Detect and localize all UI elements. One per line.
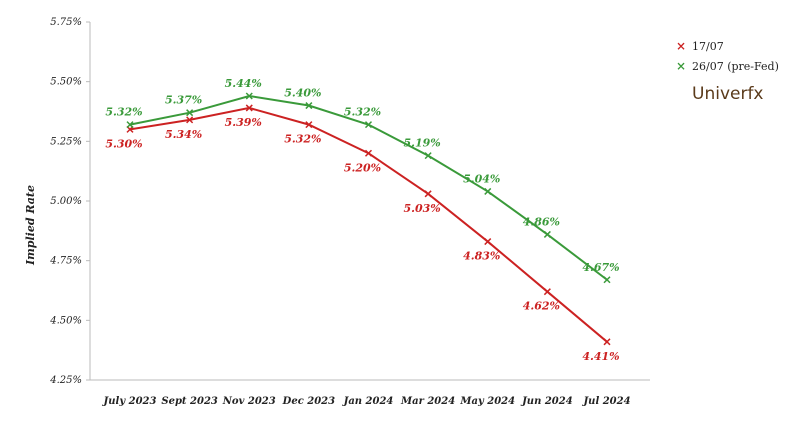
y-tick-label: 5.00% (50, 196, 82, 207)
legend-item-26-07: × 26/07 (pre-Fed) (676, 56, 779, 76)
data-point-marker (603, 338, 611, 346)
data-label: 5.20% (344, 161, 381, 174)
data-label: 5.04% (463, 172, 500, 185)
data-point-marker (186, 109, 194, 117)
data-point-marker (424, 190, 432, 198)
x-tick-label: Jan 2024 (342, 396, 394, 407)
x-tick-label: Jul 2024 (581, 396, 630, 407)
marker-stroke (186, 109, 194, 117)
marker-stroke (424, 152, 432, 160)
data-label: 5.32% (105, 106, 142, 119)
data-label: 5.30% (105, 137, 142, 150)
data-label: 4.41% (582, 350, 619, 363)
data-point-marker (245, 92, 253, 100)
data-point-marker (543, 230, 551, 238)
data-label: 5.32% (344, 106, 381, 119)
data-point-marker (364, 149, 373, 157)
data-label: 5.39% (225, 116, 262, 129)
y-tick-label: 4.25% (49, 375, 82, 386)
legend-marker: × (676, 39, 687, 53)
data-point-marker (424, 152, 432, 160)
data-label: 5.32% (284, 133, 321, 146)
marker-stroke (484, 187, 492, 195)
marker-stroke (305, 121, 313, 129)
data-point-marker (484, 187, 492, 195)
legend-label: 26/07 (pre-Fed) (692, 59, 779, 73)
marker-stroke (126, 121, 134, 129)
data-label: 5.40% (284, 87, 321, 100)
data-point-marker (186, 116, 194, 124)
x-tick-label: Dec 2023 (282, 396, 335, 407)
marker-stroke (603, 276, 611, 284)
data-label: 5.19% (404, 137, 441, 150)
marker-stroke (424, 190, 432, 198)
x-tick-label: Mar 2024 (400, 396, 455, 407)
legend-marker: × (676, 59, 687, 73)
data-point-marker (245, 104, 253, 112)
data-label: 5.34% (165, 128, 202, 141)
data-label: 5.03% (404, 202, 441, 215)
data-label: 5.44% (225, 77, 262, 90)
series-line (129, 94, 608, 281)
marker-stroke (543, 288, 551, 296)
marker-stroke (245, 92, 253, 100)
marker-stroke (186, 116, 194, 124)
legend-item-17-07: × 17/07 (676, 36, 779, 56)
data-point-marker (364, 121, 373, 129)
marker-stroke (305, 102, 313, 110)
marker-stroke (364, 149, 373, 157)
x-axis-ticks: July 2023 Sept 2023 Nov 2023 Dec 2023 Jan 20… (102, 396, 631, 407)
marker-stroke (364, 121, 373, 129)
legend-label: 17/07 (692, 39, 724, 53)
data-label: 4.83% (463, 250, 500, 263)
y-tick-label: 5.75% (50, 17, 82, 28)
marker-stroke (245, 104, 253, 112)
y-tick-label: 4.50% (49, 315, 82, 326)
y-tick-label: 5.25% (50, 136, 82, 147)
data-label: 4.86% (523, 215, 560, 228)
data-point-marker (543, 288, 551, 296)
data-label: 4.62% (523, 300, 560, 313)
chart-series (126, 92, 611, 346)
data-point-marker (305, 121, 313, 129)
data-label: 4.67% (582, 261, 619, 274)
brand-logo: Univerfx (692, 84, 764, 104)
x-tick-label: Sept 2023 (161, 396, 218, 407)
x-tick-label: Jun 2024 (520, 396, 573, 407)
y-tick-label: 4.75% (49, 256, 82, 267)
data-label: 5.37% (165, 94, 202, 107)
data-point-marker (603, 276, 611, 284)
data-point-marker (126, 121, 134, 129)
data-point-marker (484, 238, 492, 246)
x-tick-label: Nov 2023 (222, 396, 276, 407)
marker-stroke (484, 238, 492, 246)
data-labels: 5.30% 5.34% 5.39% 5.32% 5.20% 5.03% 4.83% 4.62%… (105, 77, 619, 363)
y-axis-ticks: 4.25% 4.50% 4.75% 5.00% 5.25% 5.50% 5.75% (49, 17, 90, 386)
x-tick-label: July 2023 (102, 396, 157, 407)
y-tick-label: 5.50% (50, 77, 82, 88)
chart-axes (89, 22, 650, 381)
data-point-marker (305, 102, 313, 110)
y-axis-label: Implied Rate (24, 185, 37, 266)
x-tick-label: May 2024 (459, 396, 515, 407)
chart-legend: × 17/07 × 26/07 (pre-Fed) (676, 36, 779, 76)
marker-stroke (603, 338, 611, 346)
marker-stroke (543, 230, 551, 238)
